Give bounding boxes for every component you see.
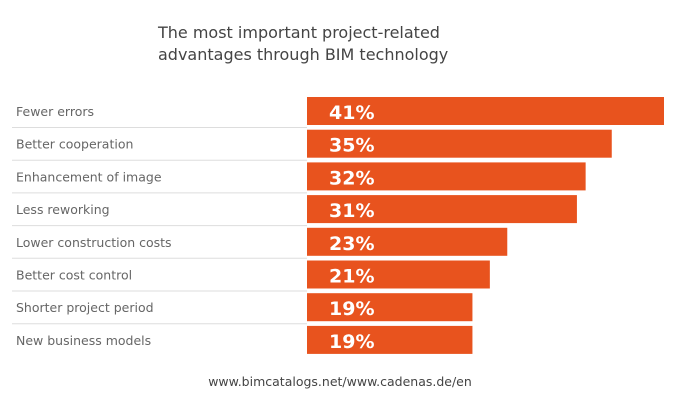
bar [307, 162, 586, 191]
category-label: Lower construction costs [16, 235, 172, 250]
data-label: 31% [329, 200, 374, 222]
bar [307, 195, 577, 224]
bar [307, 260, 490, 289]
category-label: Fewer errors [16, 104, 94, 119]
source-text: www.bimcatalogs.net/www.cadenas.de/en [208, 374, 472, 389]
bar [307, 129, 612, 158]
category-label: Shorter project period [16, 300, 154, 315]
category-label: Better cooperation [16, 137, 133, 152]
chart-title: The most important project-related advan… [158, 22, 448, 66]
category-label: Less reworking [16, 202, 110, 217]
chart-title-line-2: advantages through BIM technology [158, 45, 449, 64]
data-label: 41% [329, 102, 374, 124]
data-label: 19% [329, 298, 374, 320]
category-label: Enhancement of image [16, 169, 162, 184]
data-label: 21% [329, 266, 374, 288]
bar [307, 227, 508, 256]
bar [307, 293, 473, 322]
data-label: 35% [329, 135, 374, 157]
data-label: 23% [329, 233, 374, 255]
bar [307, 325, 473, 354]
data-label: 32% [329, 167, 374, 189]
category-label: New business models [16, 333, 151, 348]
category-label: Better cost control [16, 268, 132, 283]
bar [307, 97, 664, 125]
chart-title-line-1: The most important project-related [158, 23, 440, 42]
data-label: 19% [329, 331, 374, 353]
